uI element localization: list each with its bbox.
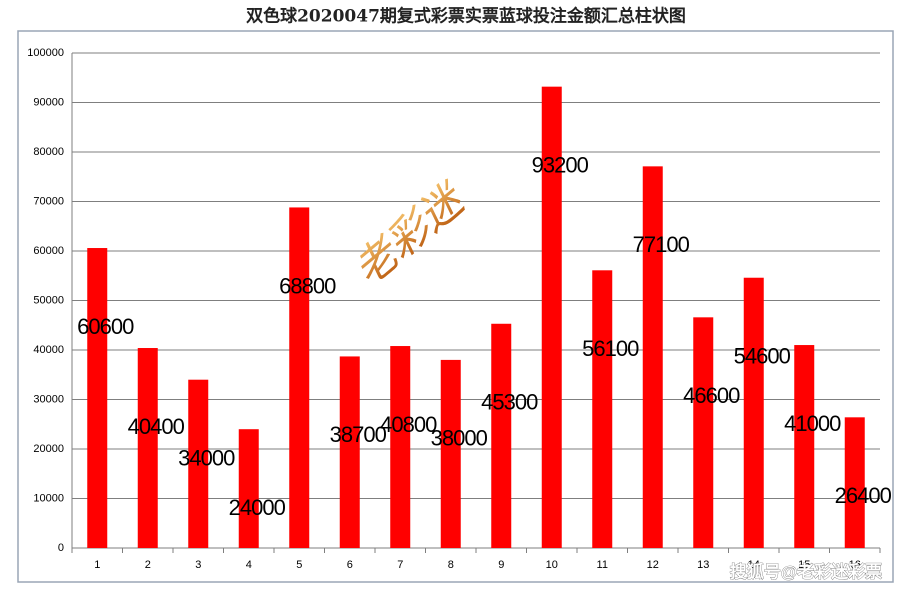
watermark: 搜狐号@老彩迷彩票 [730, 561, 883, 581]
bar [137, 348, 158, 548]
data-label: 40800 [380, 412, 437, 437]
x-tick-label: 2 [145, 559, 151, 571]
y-tick-label: 20000 [33, 443, 64, 455]
x-tick-label: 7 [397, 559, 403, 571]
y-tick-label: 90000 [33, 96, 64, 108]
data-label: 26400 [835, 483, 892, 508]
bar [390, 346, 411, 548]
chart-title: 双色球2020047期复式彩票实票蓝球投注金额汇总柱状图 [246, 6, 686, 27]
data-label: 46600 [683, 383, 740, 408]
data-label: 60600 [77, 314, 134, 339]
y-tick-label: 10000 [33, 492, 64, 504]
y-tick-label: 80000 [33, 146, 64, 158]
bar [642, 166, 663, 549]
x-tick-label: 3 [195, 559, 201, 571]
y-tick-label: 30000 [33, 393, 64, 405]
bar [794, 345, 815, 548]
x-tick-label: 8 [448, 559, 454, 571]
data-label: 93200 [532, 152, 589, 177]
data-label: 68800 [279, 273, 336, 298]
x-tick-label: 1 [94, 559, 100, 571]
bar [238, 429, 259, 548]
bar [844, 417, 865, 548]
data-label: 38700 [330, 422, 387, 447]
x-tick-label: 13 [697, 559, 709, 571]
y-tick-label: 40000 [33, 344, 64, 356]
data-label: 54600 [734, 344, 791, 369]
bar [592, 270, 613, 548]
bar [693, 317, 714, 548]
y-tick-label: 50000 [33, 294, 64, 306]
y-tick-label: 100000 [27, 47, 64, 59]
data-label: 34000 [178, 446, 235, 471]
y-tick-label: 70000 [33, 195, 64, 207]
x-tick-label: 16 [849, 559, 861, 571]
x-tick-label: 11 [597, 559, 608, 571]
data-label: 38000 [431, 426, 488, 451]
data-label: 77100 [633, 232, 690, 257]
data-label: 41000 [784, 411, 841, 436]
data-label: 24000 [229, 495, 286, 520]
bar [491, 323, 512, 548]
x-tick-label: 14 [748, 559, 760, 571]
y-tick-label: 0 [58, 542, 64, 554]
bar [87, 248, 108, 548]
data-label: 40400 [128, 414, 185, 439]
data-label: 56100 [582, 336, 639, 361]
x-tick-label: 6 [347, 559, 353, 571]
x-tick-label: 4 [246, 559, 252, 571]
y-tick-label: 60000 [33, 245, 64, 257]
bar [188, 379, 209, 548]
bar [440, 359, 461, 548]
x-tick-label: 5 [296, 559, 302, 571]
data-label: 45300 [481, 390, 538, 415]
bar [541, 86, 562, 548]
x-tick-label: 9 [498, 559, 504, 571]
x-tick-label: 10 [546, 559, 558, 571]
bar [743, 277, 764, 548]
bar [289, 207, 310, 548]
bar [339, 356, 360, 548]
x-tick-label: 12 [647, 559, 659, 571]
x-tick-label: 15 [798, 559, 810, 571]
